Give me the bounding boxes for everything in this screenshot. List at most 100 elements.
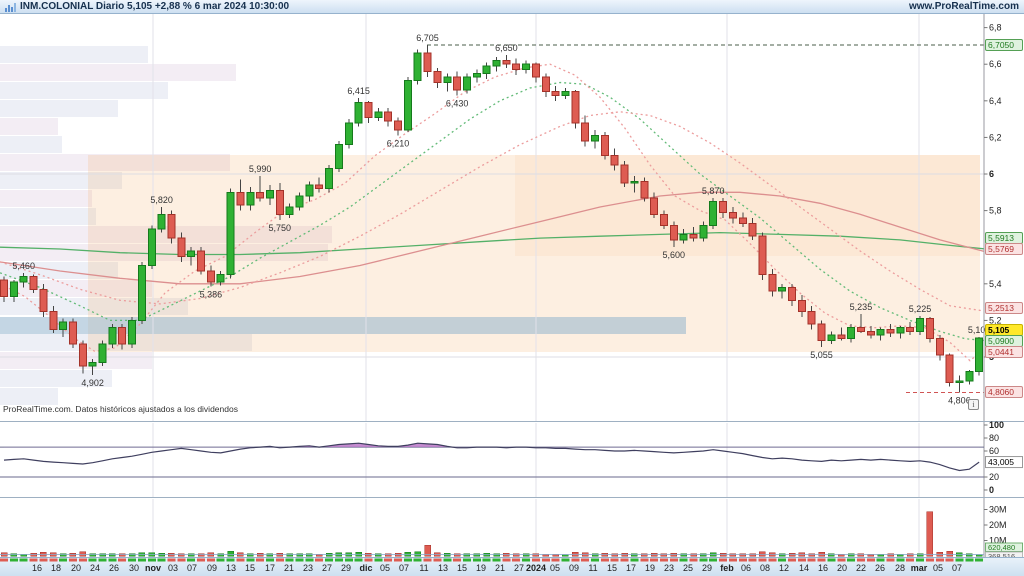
color-strip-tick	[719, 558, 728, 562]
color-strip-tick	[797, 558, 806, 562]
price-annotation: 6,650	[495, 43, 518, 53]
ma-green-dotted	[0, 81, 985, 342]
date-label: 11	[419, 563, 428, 573]
volume-profile-bar	[0, 190, 92, 207]
candle-down	[768, 274, 777, 292]
candle-down	[502, 60, 511, 65]
oscillator-panel[interactable]	[0, 423, 984, 497]
color-strip-tick	[512, 558, 521, 562]
candle-down	[394, 120, 402, 131]
color-strip-tick	[157, 558, 166, 562]
candle-up	[137, 265, 146, 321]
color-strip-tick	[197, 558, 205, 562]
candle-down	[600, 135, 609, 157]
volume-profile-bar	[0, 64, 236, 81]
volume-profile-bar	[0, 100, 118, 117]
date-label: 26	[109, 563, 119, 573]
candle-up	[965, 371, 974, 382]
color-strip-tick	[522, 558, 531, 562]
color-strip-tick	[59, 558, 68, 562]
color-strip-tick	[531, 558, 540, 562]
candle-down	[364, 102, 373, 118]
price-annotation: 5,820	[150, 195, 173, 205]
candle-down	[788, 286, 796, 301]
color-strip-tick	[935, 558, 944, 562]
color-strip-tick	[453, 558, 462, 562]
color-strip-tick	[788, 558, 796, 562]
candle-up	[226, 191, 235, 276]
color-strip-tick	[98, 558, 107, 562]
color-strip-tick	[325, 558, 334, 562]
info-icon[interactable]: i	[968, 399, 979, 410]
date-label: 07	[952, 563, 962, 573]
color-strip-tick	[433, 558, 442, 562]
level-label	[985, 346, 1023, 358]
date-label: 15	[607, 563, 617, 573]
color-strip-tick	[482, 558, 491, 562]
color-strip-tick	[591, 558, 599, 562]
candle-down	[906, 327, 915, 332]
candle-down	[0, 279, 8, 298]
price-tick-label: 6	[989, 169, 994, 179]
candle-down	[275, 189, 284, 215]
candle-down	[807, 310, 816, 325]
poc-band	[0, 317, 686, 334]
color-strip-tick	[295, 558, 304, 562]
volume-profile-bar	[0, 154, 230, 171]
price-tick-label: 6,6	[989, 59, 1002, 69]
level-label	[985, 243, 1023, 255]
osc-tick-label: 80	[989, 433, 999, 443]
candle-down	[571, 91, 580, 124]
date-label-month: nov	[145, 563, 161, 573]
candle-down	[551, 91, 560, 96]
candle-down	[39, 288, 48, 312]
candle-down	[423, 52, 432, 73]
level-label-text: 5,5913	[988, 233, 1014, 243]
candle-up	[679, 233, 688, 241]
candle-down	[719, 200, 728, 213]
color-strip-tick	[108, 558, 117, 562]
date-label: 20	[837, 563, 847, 573]
price-annotation: 5,750	[269, 223, 292, 233]
candle-down	[758, 235, 767, 276]
color-strip-tick	[561, 558, 570, 562]
price-annotation: 6,430	[446, 98, 469, 108]
color-strip-tick	[344, 558, 353, 562]
candle-up	[265, 189, 274, 199]
date-label: 13	[438, 563, 448, 573]
volume-panel[interactable]	[0, 499, 984, 557]
candle-up	[325, 168, 334, 190]
candle-down	[197, 250, 205, 272]
price-tick-label: 6,4	[989, 96, 1002, 106]
color-strip-tick	[817, 558, 826, 562]
color-strip-tick	[275, 558, 284, 562]
price-annotation: 5,105	[968, 325, 991, 335]
price-tick-label: 6,2	[989, 132, 1002, 142]
oscillator-value-text: 43,005	[988, 457, 1014, 467]
candle-up	[462, 76, 471, 91]
date-label: 03	[168, 563, 178, 573]
candle-up	[916, 318, 925, 332]
color-strip-tick	[256, 558, 265, 562]
date-label: 16	[32, 563, 42, 573]
candle-down	[512, 63, 521, 71]
date-axis-area[interactable]	[0, 557, 1024, 576]
color-strip-tick	[955, 558, 964, 562]
color-strip-tick	[0, 558, 8, 562]
candle-up	[147, 228, 156, 267]
candle-up	[19, 275, 28, 283]
level-label-text: 4,8060	[988, 387, 1014, 397]
date-label: 29	[341, 563, 351, 573]
candle-up	[896, 327, 905, 334]
candle-up	[876, 329, 885, 336]
volume-value-text: 620,480	[988, 543, 1015, 552]
date-label: 05	[933, 563, 943, 573]
chart-icon	[5, 2, 16, 12]
website-link[interactable]: www.ProRealTime.com	[908, 1, 1019, 12]
color-strip-tick	[167, 558, 176, 562]
candle-down	[541, 76, 550, 93]
price-annotation: 6,210	[387, 139, 410, 149]
candle-down	[453, 76, 462, 91]
